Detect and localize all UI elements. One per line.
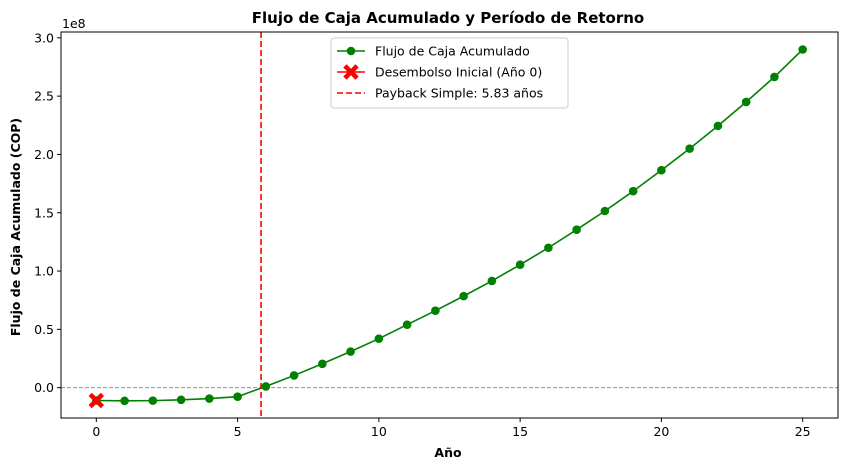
legend-label: Flujo de Caja Acumulado xyxy=(375,44,530,59)
x-tick-label: 15 xyxy=(512,424,528,439)
data-point xyxy=(148,396,158,405)
y-tick-label: 2.0 xyxy=(34,147,54,162)
plot-area: 0 5 10 15 20 25 0.0 0.5 1.0 1.5 2.0 2.5 3.0 Flujo de … xyxy=(34,30,839,439)
data-point xyxy=(713,121,723,131)
data-point xyxy=(572,225,581,234)
y-tick-label: 0.5 xyxy=(34,322,54,337)
data-point xyxy=(120,396,129,406)
data-point xyxy=(459,291,468,301)
x-tick-label: 10 xyxy=(371,424,387,439)
chart-title: Flujo de Caja Acumulado y Período de Ret… xyxy=(252,9,645,27)
y-tick-label: 0.0 xyxy=(34,380,54,395)
data-point xyxy=(770,72,779,82)
data-point xyxy=(261,382,271,391)
data-point xyxy=(289,371,299,380)
x-tick-label: 0 xyxy=(92,424,100,439)
data-point xyxy=(487,276,497,286)
x-tick-label: 25 xyxy=(795,424,811,439)
data-point xyxy=(741,97,751,107)
y-axis-label: Flujo de Caja Acumulado (COP) xyxy=(8,118,23,336)
y-tick-label: 1.0 xyxy=(34,264,54,279)
series-line-cumulative-cash-flow xyxy=(96,48,804,402)
y-tick-label: 3.0 xyxy=(34,30,54,45)
y-offset-text: 1e8 xyxy=(62,16,86,31)
legend-swatch-x-marker xyxy=(343,64,359,80)
plot-frame xyxy=(60,31,839,419)
data-point xyxy=(374,334,384,344)
data-point xyxy=(233,392,242,401)
data-point xyxy=(515,260,525,269)
x-tick-label: 20 xyxy=(653,424,669,439)
x-tick-label: 5 xyxy=(234,424,242,439)
y-tick-label: 1.5 xyxy=(34,205,54,220)
data-point xyxy=(544,243,553,253)
data-point xyxy=(205,394,214,403)
data-point xyxy=(318,359,327,369)
y-tick-label: 2.5 xyxy=(34,89,54,104)
data-point xyxy=(402,320,412,330)
data-point xyxy=(176,395,186,405)
x-axis-label: Año xyxy=(434,445,462,460)
legend-box xyxy=(330,37,569,109)
data-point xyxy=(346,347,355,356)
data-point xyxy=(657,165,666,175)
legend-label: Desembolso Inicial (Año 0) xyxy=(375,65,542,80)
legend-swatch-circle-marker xyxy=(346,46,356,56)
data-point xyxy=(600,206,610,216)
data-point xyxy=(431,306,440,316)
initial-outlay-marker xyxy=(88,392,105,409)
data-point xyxy=(798,45,807,54)
legend-label: Payback Simple: 5.83 años xyxy=(375,86,543,101)
data-point xyxy=(628,186,638,196)
data-point xyxy=(685,144,694,153)
